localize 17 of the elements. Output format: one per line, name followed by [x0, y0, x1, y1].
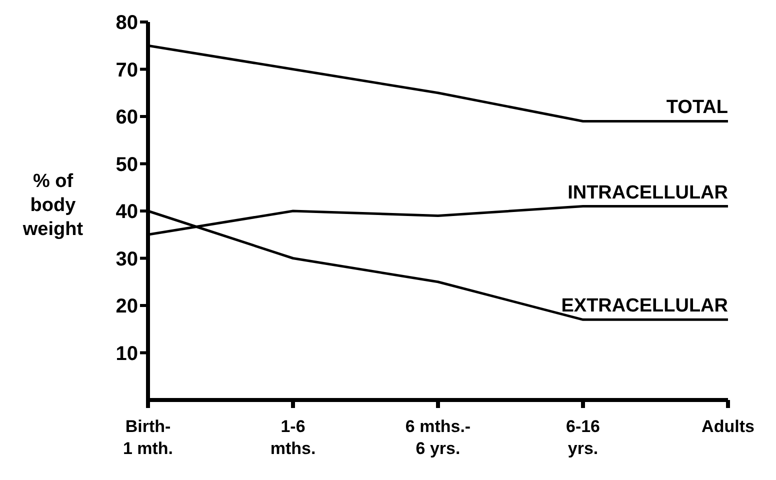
y-tick-label: 10 [116, 342, 138, 365]
x-tick-label: 1-6 mths. [270, 417, 316, 458]
series-label: TOTAL [666, 97, 728, 118]
y-tick-label: 30 [116, 248, 138, 270]
y-tick-label: 70 [116, 59, 138, 82]
y-tick-label: 20 [116, 296, 138, 318]
series-label: EXTRACELLULAR [561, 296, 728, 317]
x-tick-label: 6-16 yrs. [566, 417, 600, 458]
y-tick-label: 60 [116, 106, 138, 129]
y-tick-label: 80 [116, 12, 138, 34]
x-tick-label: 6 mths.- 6 yrs. [405, 417, 471, 458]
x-tick-label: Adults [702, 417, 754, 436]
series-label: INTRACELLULAR [568, 182, 728, 204]
y-axis-title: % of body weight [22, 171, 84, 240]
y-tick-label: 40 [116, 201, 138, 224]
x-tick-label: Birth- 1 mth. [122, 417, 174, 458]
y-tick-label: 50 [116, 154, 138, 176]
